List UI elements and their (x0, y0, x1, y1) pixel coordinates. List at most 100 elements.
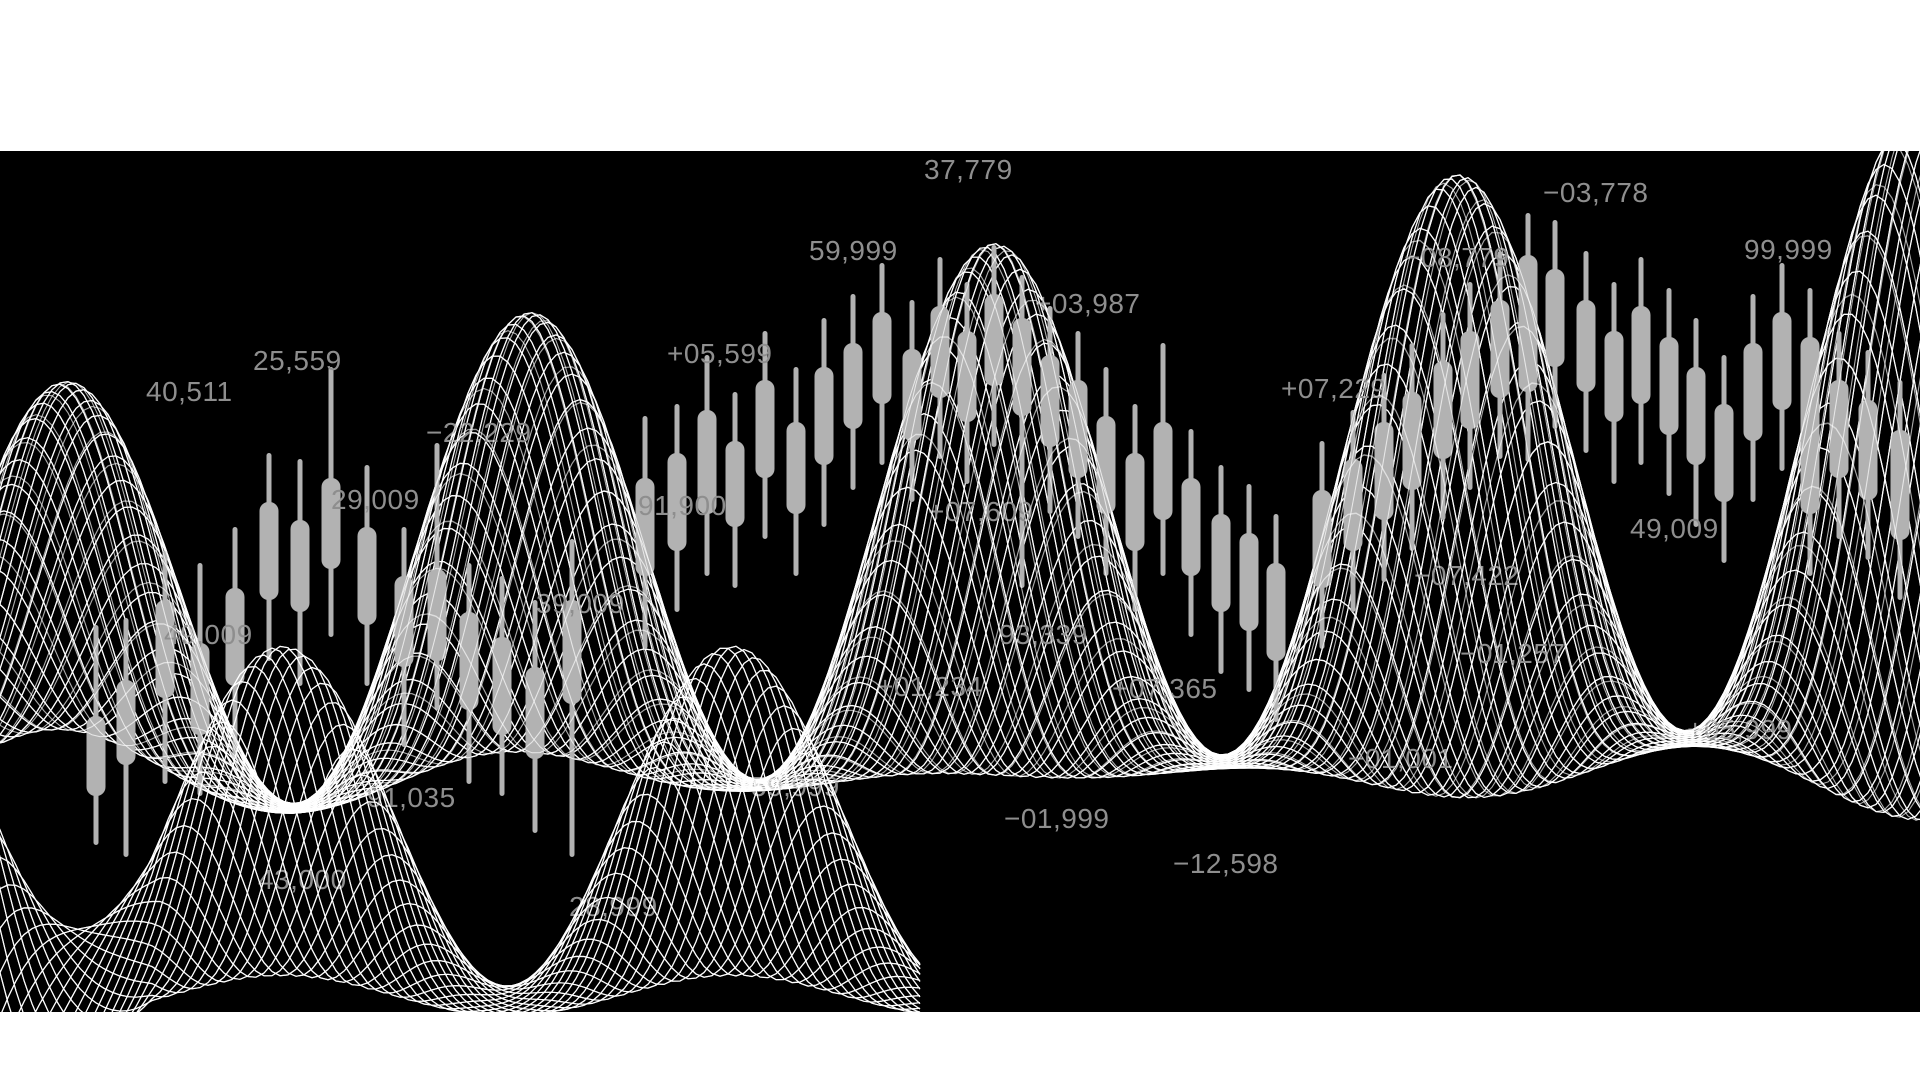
price-labels-layer: 37,779 59,999 −03,778 −08,779 99,999 +03,987 +… (0, 151, 1920, 1012)
candlestick (635, 416, 655, 649)
candle-body (1211, 514, 1231, 612)
candlestick (725, 392, 745, 588)
candle-body (635, 478, 655, 576)
candlestick (814, 318, 834, 527)
candlestick (1518, 213, 1538, 462)
candle-body (1012, 318, 1032, 416)
candle-body (1402, 392, 1422, 490)
price-label: +03,987 (1035, 288, 1141, 319)
candlestick (1576, 251, 1596, 453)
candle-body (1239, 533, 1259, 631)
candlestick (1829, 331, 1849, 539)
candle-body (290, 520, 310, 612)
candle-body (1460, 331, 1480, 429)
candlestick (697, 355, 717, 576)
candlestick (1312, 441, 1332, 649)
candlestick (1490, 251, 1510, 459)
candle-body (786, 422, 806, 514)
candle-body (1631, 306, 1651, 404)
candle-body (725, 441, 745, 527)
candle-body (1545, 269, 1565, 367)
candle-body (1858, 400, 1878, 500)
candle-body (984, 294, 1004, 386)
price-label: +05,599 (667, 338, 773, 369)
candlestick (290, 459, 310, 686)
price-label: −12,598 (1173, 848, 1279, 879)
candlestick (1343, 410, 1363, 612)
candlestick (321, 367, 341, 637)
candlestick (1686, 318, 1706, 527)
candle-body (1829, 380, 1849, 478)
price-label: −01,999 (1004, 803, 1110, 834)
candle-body (1890, 430, 1910, 540)
candle-body (1686, 367, 1706, 465)
candle-body (394, 576, 414, 667)
candlestick (1890, 380, 1910, 600)
candle-body (930, 306, 950, 398)
candlestick (1631, 257, 1651, 465)
candlestick (1266, 514, 1286, 722)
candlestick (1714, 355, 1734, 563)
candlestick (902, 300, 922, 502)
candlestick (357, 465, 377, 686)
candle-body (1312, 490, 1332, 588)
candlestick-layer (86, 213, 1910, 857)
price-label: −01,001 (1348, 743, 1454, 774)
candle-body (1576, 300, 1596, 392)
candle-body (1743, 343, 1763, 441)
candle-body (1181, 478, 1201, 576)
candle-body (1800, 337, 1820, 514)
candle-body (755, 380, 775, 478)
candlestick (1181, 429, 1201, 637)
price-label: +07,365 (1112, 673, 1218, 704)
candle-body (1343, 459, 1363, 551)
candlestick (1096, 367, 1116, 576)
candle-body (1714, 404, 1734, 502)
candlestick (1068, 331, 1088, 539)
price-label: +05,999 (1687, 714, 1793, 745)
price-label: −08,779 (1404, 242, 1510, 273)
candlestick (1374, 373, 1394, 582)
candlestick (1211, 465, 1231, 674)
price-label: −01,257 (1460, 638, 1566, 669)
price-label: +01,234 (877, 671, 983, 702)
candlestick (1604, 282, 1624, 484)
candlestick (1239, 484, 1259, 692)
price-label: 28,999 (569, 891, 658, 922)
candlestick (984, 245, 1004, 447)
price-label: 39,009 (536, 588, 625, 619)
candle-body (902, 349, 922, 441)
chart-canvas: 37,779 59,999 −03,778 −08,779 99,999 +03,987 +… (0, 151, 1920, 1012)
candlestick (259, 453, 279, 661)
candle-body (1490, 300, 1510, 398)
candlestick (667, 404, 687, 612)
candlestick (1858, 350, 1878, 560)
price-label: 25,559 (253, 345, 342, 376)
candlestick (1659, 288, 1679, 496)
price-label: +07,609 (928, 496, 1034, 527)
candlestick (1545, 220, 1565, 429)
candlestick (427, 443, 447, 710)
candle-body (1604, 331, 1624, 422)
candle-body (843, 343, 863, 429)
price-label: −07,422 (1414, 560, 1520, 591)
price-label: 29,009 (331, 484, 420, 515)
candle-body (259, 502, 279, 600)
candle-body (872, 312, 892, 404)
price-label: 59,999 (809, 235, 898, 266)
candlestick (755, 331, 775, 539)
candlestick (1125, 404, 1145, 612)
candle-body (1518, 255, 1538, 392)
candle-body (814, 367, 834, 465)
candle-body (1266, 563, 1286, 661)
candlestick (1743, 294, 1763, 502)
price-label: 43,000 (258, 864, 347, 895)
candle-body (1374, 422, 1394, 520)
candle-body (1153, 422, 1173, 520)
price-label: 40,511 (146, 376, 233, 407)
candlestick (1040, 306, 1060, 514)
price-label: 37,779 (924, 154, 1013, 185)
price-label: +07,229 (1281, 373, 1387, 404)
candlestick (843, 294, 863, 490)
